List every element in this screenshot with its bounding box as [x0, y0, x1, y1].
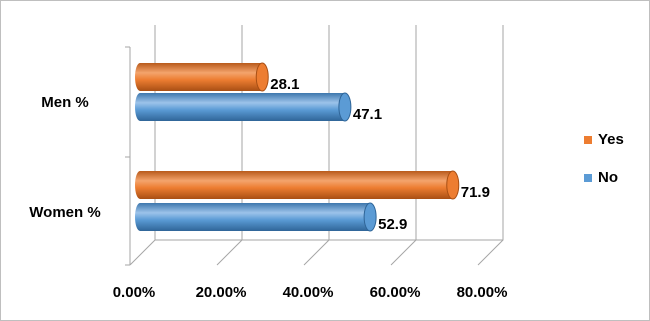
bar: [140, 171, 453, 199]
bar-cap-end: [338, 92, 352, 122]
grid-line: [477, 25, 504, 266]
x-tick-label: 80.00%: [457, 284, 508, 301]
legend-swatch: [584, 136, 592, 144]
bar-cap-end: [446, 170, 460, 200]
x-tick-label: 60.00%: [370, 284, 421, 301]
value-label: 47.1: [353, 106, 382, 123]
bar-cap-start: [135, 203, 145, 231]
bar-cap-end: [363, 202, 377, 232]
bar-cap-start: [135, 171, 145, 199]
value-label: 71.9: [461, 184, 490, 201]
bar-cap-end: [255, 62, 269, 92]
x-tick-label: 20.00%: [196, 284, 247, 301]
bar-cap-start: [135, 93, 145, 121]
x-tick-label: 40.00%: [283, 284, 334, 301]
bar-cap-start: [135, 63, 145, 91]
grid-line: [390, 25, 417, 266]
bar: [140, 63, 263, 91]
category-label: Men %: [41, 94, 89, 111]
legend-label: Yes: [598, 131, 624, 148]
bar: [140, 93, 345, 121]
x-tick-label: 0.00%: [113, 284, 156, 301]
legend-label: No: [598, 169, 618, 186]
value-label: 28.1: [270, 76, 299, 93]
category-label: Women %: [29, 204, 100, 221]
legend-swatch: [584, 174, 592, 182]
bar: [140, 203, 371, 231]
value-label: 52.9: [378, 216, 407, 233]
